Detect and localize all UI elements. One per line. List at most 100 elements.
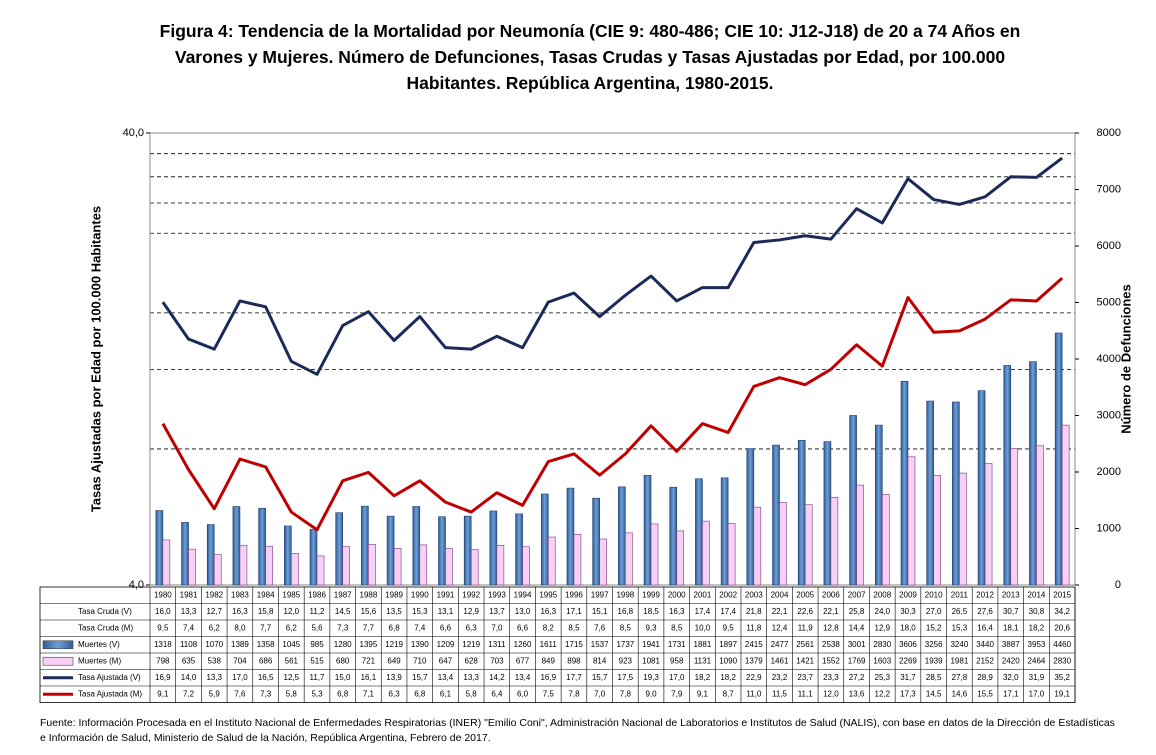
table-cell: 17,0 bbox=[1029, 689, 1045, 698]
x-tick-label: 1986 bbox=[308, 590, 326, 599]
bar bbox=[874, 424, 883, 586]
bar bbox=[393, 548, 402, 586]
bar bbox=[368, 543, 376, 586]
bar bbox=[239, 544, 248, 586]
table-cell: 1070 bbox=[205, 640, 223, 649]
bar bbox=[309, 529, 318, 586]
table-cell: 8,5 bbox=[620, 623, 632, 632]
bar bbox=[804, 504, 813, 586]
table-cell: 2464 bbox=[1028, 656, 1046, 665]
table-cell: 31,9 bbox=[1029, 673, 1045, 682]
table-cell: 16,4 bbox=[977, 623, 993, 632]
table-cell: 17,0 bbox=[669, 673, 685, 682]
table-cell: 1939 bbox=[925, 656, 943, 665]
y2-tick-label: 7000 bbox=[1097, 183, 1121, 195]
table-cell: 27,8 bbox=[952, 673, 968, 682]
table-cell: 17,1 bbox=[566, 607, 582, 616]
table-cell: 1045 bbox=[282, 640, 300, 649]
bar bbox=[959, 472, 967, 586]
table-cell: 1131 bbox=[694, 656, 712, 665]
x-tick-label: 1983 bbox=[231, 590, 249, 599]
x-tick-label: 1993 bbox=[488, 590, 506, 599]
bar bbox=[618, 486, 626, 586]
table-cell: 12,2 bbox=[875, 689, 891, 698]
bar bbox=[445, 548, 453, 586]
x-tick-label: 2005 bbox=[796, 590, 814, 599]
table-cell: 28,5 bbox=[926, 673, 942, 682]
bar bbox=[1036, 445, 1044, 586]
bar bbox=[933, 475, 941, 586]
table-cell: 1379 bbox=[745, 656, 763, 665]
table-cell: 14,5 bbox=[926, 689, 942, 698]
bar bbox=[592, 497, 600, 586]
table-cell: 2420 bbox=[1002, 656, 1020, 665]
table-cell: 25,3 bbox=[875, 673, 891, 682]
legend-label: Muertes (M) bbox=[78, 656, 121, 665]
bar bbox=[849, 415, 857, 586]
table-cell: 515 bbox=[310, 656, 324, 665]
table-cell: 16,9 bbox=[540, 673, 556, 682]
x-tick-label: 1994 bbox=[514, 590, 532, 599]
table-cell: 561 bbox=[285, 656, 299, 665]
bar bbox=[522, 546, 530, 586]
table-cell: 9,0 bbox=[645, 689, 657, 698]
table-cell: 13,3 bbox=[463, 673, 479, 682]
table-cell: 6,1 bbox=[440, 689, 452, 698]
bar bbox=[335, 512, 344, 586]
table-cell: 4460 bbox=[1053, 640, 1071, 649]
table-cell: 16,3 bbox=[232, 607, 248, 616]
y-tick-label: 4,0 bbox=[129, 579, 144, 591]
table-cell: 25,8 bbox=[849, 607, 865, 616]
table-cell: 9,5 bbox=[157, 623, 169, 632]
bar bbox=[676, 530, 685, 586]
bar bbox=[412, 506, 421, 586]
bar bbox=[1061, 424, 1070, 586]
bar bbox=[753, 506, 762, 586]
bar bbox=[1003, 365, 1012, 586]
bar bbox=[1054, 332, 1063, 586]
table-cell: 11,1 bbox=[798, 689, 814, 698]
legend-label: Tasa Cruda (M) bbox=[78, 623, 133, 632]
table-cell: 19,1 bbox=[1054, 689, 1070, 698]
bar bbox=[258, 507, 266, 586]
table-cell: 17,4 bbox=[695, 607, 711, 616]
x-tick-label: 2009 bbox=[899, 590, 917, 599]
table-cell: 12,0 bbox=[823, 689, 839, 698]
bar bbox=[515, 513, 523, 586]
table-cell: 23,7 bbox=[797, 673, 813, 682]
table-cell: 28,9 bbox=[977, 673, 993, 682]
table-cell: 14,4 bbox=[849, 623, 865, 632]
table-cell: 898 bbox=[567, 656, 581, 665]
table-cell: 18,2 bbox=[720, 673, 736, 682]
table-cell: 22,6 bbox=[797, 607, 813, 616]
table-cell: 30,7 bbox=[1003, 607, 1019, 616]
table-cell: 7,4 bbox=[183, 623, 195, 632]
table-cell: 14,2 bbox=[489, 673, 505, 682]
legend-label: Muertes (V) bbox=[78, 640, 120, 649]
table-cell: 7,0 bbox=[594, 689, 606, 698]
table-cell: 628 bbox=[465, 656, 479, 665]
table-cell: 1108 bbox=[180, 640, 198, 649]
table-cell: 22,1 bbox=[823, 607, 839, 616]
table-cell: 8,0 bbox=[234, 623, 246, 632]
table-cell: 26,5 bbox=[952, 607, 968, 616]
table-cell: 5,8 bbox=[286, 689, 298, 698]
bar bbox=[984, 463, 993, 586]
bar bbox=[599, 538, 607, 586]
table-cell: 17,5 bbox=[618, 673, 634, 682]
x-tick-label: 2010 bbox=[925, 590, 943, 599]
table-cell: 13,0 bbox=[515, 607, 531, 616]
table-cell: 12,7 bbox=[206, 607, 222, 616]
y2-tick-label: 8000 bbox=[1097, 127, 1121, 139]
table-cell: 12,9 bbox=[875, 623, 891, 632]
table-cell: 17,1 bbox=[1003, 689, 1019, 698]
x-tick-label: 2014 bbox=[1028, 590, 1046, 599]
x-tick-label: 2003 bbox=[745, 590, 763, 599]
x-tick-label: 1992 bbox=[462, 590, 480, 599]
table-cell: 8,5 bbox=[568, 623, 580, 632]
table-cell: 16,3 bbox=[669, 607, 685, 616]
table-cell: 14,6 bbox=[952, 689, 968, 698]
table-cell: 27,2 bbox=[849, 673, 865, 682]
x-tick-label: 2004 bbox=[771, 590, 789, 599]
table-cell: 923 bbox=[619, 656, 633, 665]
